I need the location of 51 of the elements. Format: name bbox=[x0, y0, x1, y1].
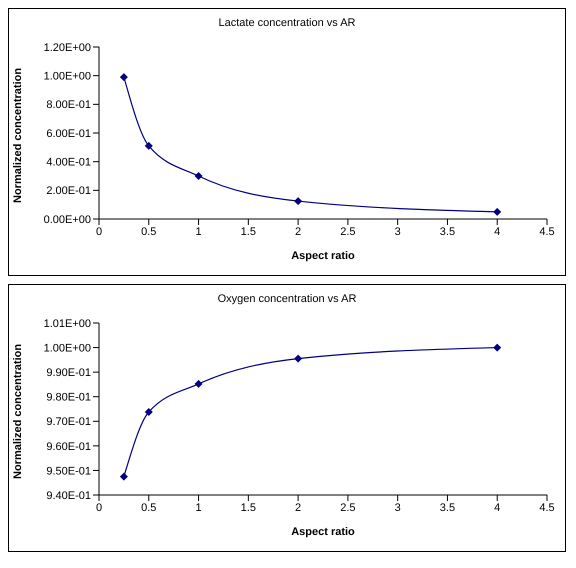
y-tick-label: 1.00E+00 bbox=[44, 342, 91, 354]
y-tick-label: 0.00E+00 bbox=[44, 214, 91, 226]
y-tick-label: 9.80E-01 bbox=[46, 392, 91, 404]
y-tick-label: 8.00E-01 bbox=[46, 99, 91, 112]
y-tick-label: 9.70E-01 bbox=[46, 416, 91, 428]
point bbox=[144, 408, 153, 416]
x-tick-label: 2 bbox=[295, 226, 302, 238]
x-tick-label: 3.5 bbox=[440, 502, 456, 514]
point bbox=[493, 208, 502, 216]
y-tick-label: 1.20E+00 bbox=[44, 42, 91, 54]
x-tick-label: 0.5 bbox=[141, 226, 156, 238]
x-tick-label: 4 bbox=[494, 226, 500, 238]
chart-title: Lactate concentration vs AR bbox=[218, 17, 356, 29]
y-tick-label: 9.60E-01 bbox=[46, 440, 91, 453]
y-axis-title: Normalized concentration bbox=[12, 68, 24, 203]
x-tick-label: 0.5 bbox=[141, 502, 156, 514]
x-tick-label: 4.5 bbox=[539, 226, 555, 238]
point bbox=[294, 197, 302, 206]
y-tick-label: 1.01E+00 bbox=[44, 318, 91, 330]
x-tick-label: 3 bbox=[394, 226, 401, 238]
x-tick-label: 2.5 bbox=[340, 226, 356, 238]
x-tick-label: 0 bbox=[96, 502, 102, 514]
x-tick-label: 1 bbox=[195, 502, 202, 514]
x-axis-title: Aspect ratio bbox=[291, 250, 356, 262]
y-tick-label: 2.00E-01 bbox=[46, 185, 91, 198]
y-tick-label: 1.00E+00 bbox=[44, 70, 91, 83]
x-tick-label: 2 bbox=[295, 502, 302, 514]
y-tick-label: 9.40E-01 bbox=[46, 490, 91, 502]
x-tick-label: 1 bbox=[195, 226, 202, 238]
point bbox=[120, 73, 128, 82]
point bbox=[194, 172, 203, 180]
y-tick-label: 9.50E-01 bbox=[46, 465, 91, 478]
x-tick-label: 3 bbox=[394, 502, 401, 514]
chart-title: Oxygen concentration vs AR bbox=[216, 293, 358, 305]
y-tick-label: 4.00E-01 bbox=[46, 156, 91, 169]
point bbox=[120, 472, 128, 481]
point bbox=[294, 354, 302, 363]
x-tick-label: 1.5 bbox=[240, 226, 256, 238]
x-axis-title: Aspect ratio bbox=[291, 526, 356, 538]
y-axis-title: Normalized concentration bbox=[12, 344, 24, 479]
y-tick-label: 6.00E-01 bbox=[46, 128, 91, 140]
point bbox=[144, 142, 153, 150]
x-tick-label: 4.5 bbox=[539, 502, 555, 514]
x-tick-label: 4 bbox=[494, 502, 500, 514]
x-tick-label: 2.5 bbox=[340, 502, 356, 514]
point bbox=[493, 344, 502, 352]
x-tick-label: 3.5 bbox=[440, 226, 456, 238]
x-tick-label: 1.5 bbox=[240, 502, 256, 514]
y-tick-label: 9.90E-01 bbox=[46, 367, 91, 380]
point bbox=[194, 380, 203, 388]
x-tick-label: 0 bbox=[96, 226, 102, 238]
